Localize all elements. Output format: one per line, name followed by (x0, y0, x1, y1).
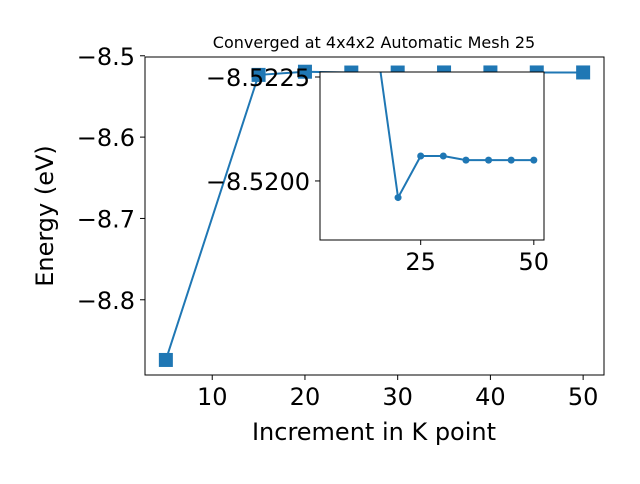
plot-content (379, 72, 538, 202)
y-tick-label: −8.8 (77, 287, 135, 315)
marker (394, 194, 402, 202)
marker (576, 65, 591, 80)
marker (485, 156, 493, 164)
y-tick-label: −8.7 (77, 205, 135, 233)
x-tick-label: 20 (290, 383, 321, 411)
x-tick-label: 50 (519, 248, 550, 276)
marker (462, 156, 470, 164)
x-tick-label: 25 (405, 248, 436, 276)
y-tick-label: −8.6 (77, 124, 135, 152)
marker (158, 352, 173, 367)
x-tick-label: 30 (382, 383, 413, 411)
x-tick-label: 40 (475, 383, 506, 411)
marker (417, 152, 425, 160)
y-tick-label: −8.5200 (206, 168, 310, 196)
y-tick-label: −8.5 (77, 43, 135, 71)
chart-title: Converged at 4x4x2 Automatic Mesh 25 (213, 33, 535, 52)
marker (251, 67, 266, 82)
x-tick-label: 50 (568, 383, 599, 411)
marker (297, 64, 312, 79)
axes-frame (319, 71, 545, 241)
x-tick-label: 10 (197, 383, 228, 411)
marker (507, 156, 515, 164)
x-axis-label: Increment in K point (252, 418, 496, 446)
y-axis-label: Energy (eV) (31, 145, 59, 287)
marker (530, 156, 538, 164)
y-tick-label: −8.5225 (206, 64, 310, 92)
marker (439, 152, 447, 160)
axes-frame (144, 56, 605, 376)
